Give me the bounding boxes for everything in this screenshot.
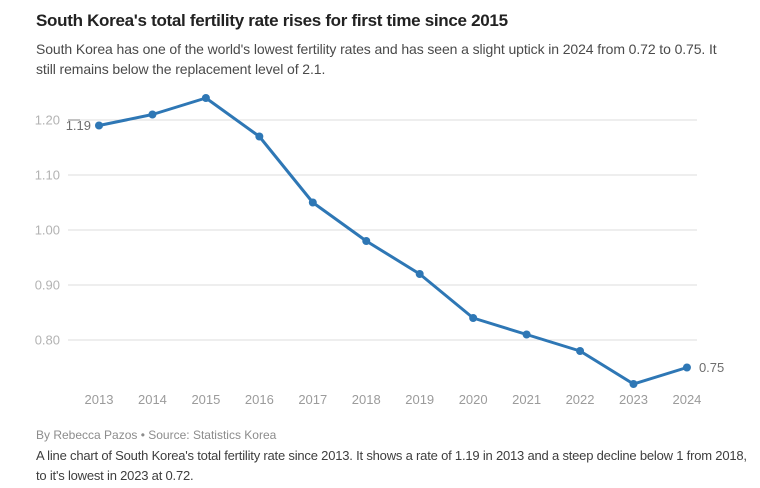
- y-axis-tick-label: 0.90: [35, 278, 60, 293]
- data-point-2014[interactable]: [148, 110, 157, 119]
- x-axis-tick-label: 2017: [298, 392, 327, 407]
- x-axis-tick-label: 2013: [85, 392, 114, 407]
- y-axis-tick-label: 0.80: [35, 333, 60, 348]
- last-point-value-label: 0.75: [699, 360, 724, 375]
- chart-description: A line chart of South Korea's total fert…: [36, 448, 747, 483]
- x-axis-tick-label: 2016: [245, 392, 274, 407]
- data-point-2023[interactable]: [629, 380, 638, 388]
- data-point-2017[interactable]: [308, 198, 317, 207]
- x-axis-tick-label: 2014: [138, 392, 167, 407]
- fertility-rate-line: [97, 96, 689, 386]
- x-axis-tick-label: 2023: [619, 392, 648, 407]
- byline-source: By Rebecca Pazos • Source: Statistics Ko…: [36, 428, 277, 442]
- y-axis-tick-label: 1.00: [35, 223, 60, 238]
- x-axis-tick-label: 2015: [191, 392, 220, 407]
- data-point-2015[interactable]: [201, 94, 210, 102]
- data-point-2018[interactable]: [362, 237, 371, 245]
- y-axis-tick-label: 1.20: [35, 113, 60, 128]
- y-axis-tick-label: 1.10: [35, 168, 60, 183]
- x-axis-tick-label: 2018: [352, 392, 381, 407]
- x-axis-tick-label: 2022: [566, 392, 595, 407]
- data-point-2021[interactable]: [522, 330, 531, 339]
- chart-subtitle: South Korea has one of the world's lowes…: [36, 41, 717, 77]
- data-point-2019[interactable]: [415, 270, 424, 278]
- data-point-2016[interactable]: [255, 132, 264, 141]
- data-point-2022[interactable]: [576, 347, 585, 355]
- data-point-2020[interactable]: [469, 314, 478, 322]
- x-axis-tick-label: 2020: [459, 392, 488, 407]
- x-axis-tick-label: 2024: [672, 392, 701, 407]
- chart-title: South Korea's total fertility rate rises…: [36, 11, 508, 30]
- data-point-2013[interactable]: [95, 121, 103, 130]
- first-point-value-label: 1.19: [66, 118, 91, 133]
- x-axis-tick-label: 2021: [512, 392, 541, 407]
- x-axis-tick-label: 2019: [405, 392, 434, 407]
- data-point-2024[interactable]: [682, 363, 691, 372]
